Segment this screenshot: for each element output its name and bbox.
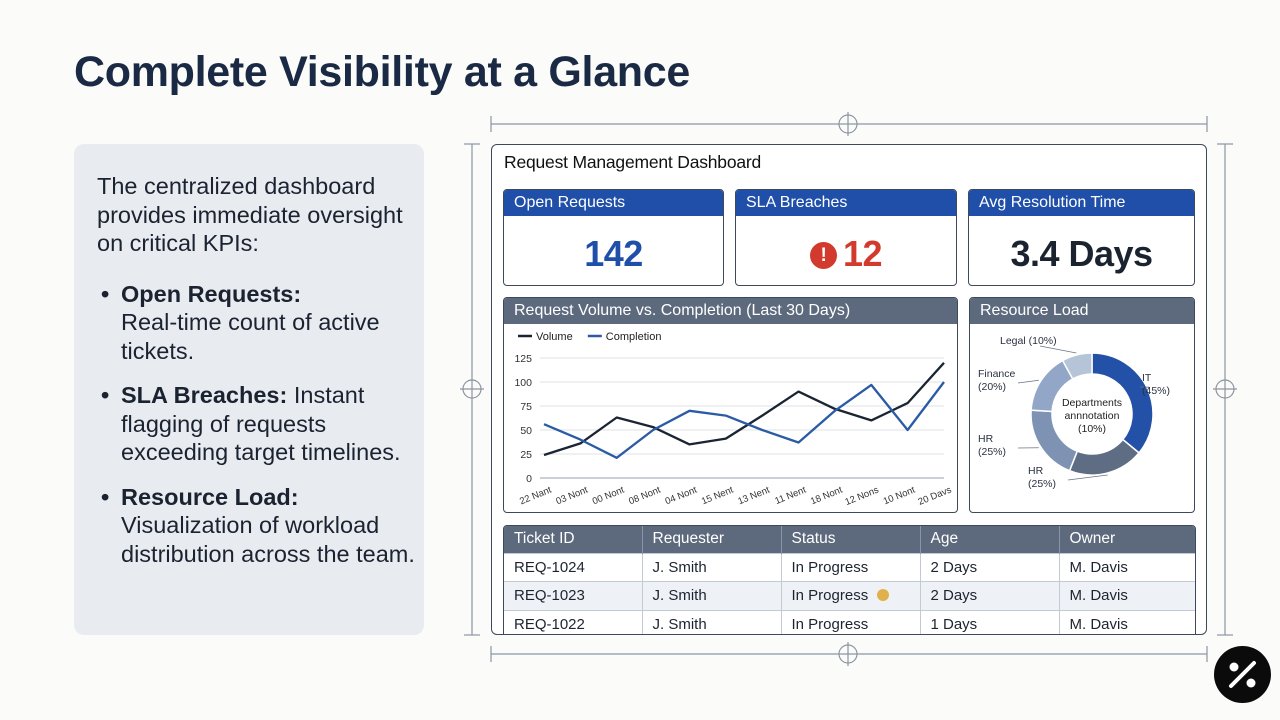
resource-load-card: Resource Load IT (45%) HR (25%) HR (25%) Finan… xyxy=(969,297,1195,513)
kpi-value-row: ! 12 xyxy=(736,233,956,275)
table-row[interactable]: REQ-1022 J. Smith In Progress 1 Days M. … xyxy=(504,609,1195,634)
x-tick-label: 22 Nant xyxy=(518,484,553,507)
x-tick-label: 20 Davs xyxy=(917,484,954,507)
x-tick-label: 00 Nont xyxy=(591,484,626,507)
bullet-term: SLA Breaches: xyxy=(121,382,288,408)
x-tick-label: 03 Nont xyxy=(555,484,590,507)
requester-cell: J. Smith xyxy=(642,552,782,582)
leader-line xyxy=(1017,379,1039,384)
kpi-value: 12 xyxy=(842,233,883,274)
requester-cell: J. Smith xyxy=(642,581,782,610)
kpi-sla-breaches[interactable]: SLA Breaches ! 12 xyxy=(735,189,957,286)
requester-cell: J. Smith xyxy=(642,609,782,634)
column-header[interactable]: Status xyxy=(781,526,921,553)
x-tick-label: 12 Nons xyxy=(843,484,880,508)
x-tick-label: 11 Nent xyxy=(773,484,808,507)
bullet-list: • Open Requests: Real-time count of active… xyxy=(97,280,424,569)
info-panel: The centralized dashboard provides immed… xyxy=(74,144,424,635)
age-cell: 1 Days xyxy=(920,609,1060,634)
owner-cell: M. Davis xyxy=(1059,609,1195,634)
kpi-value: 142 xyxy=(584,233,643,274)
kpi-label: SLA Breaches xyxy=(736,190,956,216)
pie-slice[interactable] xyxy=(1061,352,1093,380)
x-tick-label: 08 Nont xyxy=(627,484,662,507)
column-header[interactable]: Age xyxy=(920,526,1060,553)
bullet-open-requests: • Open Requests: Real-time count of active… xyxy=(101,280,380,364)
status-cell: In Progress xyxy=(781,552,921,582)
column-header[interactable]: Owner xyxy=(1059,526,1195,553)
volume-chart-card: Request Volume vs. Completion (Last 30 D… xyxy=(503,297,958,513)
alert-icon: ! xyxy=(809,242,837,269)
status-cell: In Progress xyxy=(781,609,921,634)
table-row[interactable]: REQ-1023 J. Smith In Progress 2 Days M. … xyxy=(504,581,1195,610)
column-header[interactable]: Requester xyxy=(642,526,782,553)
y-tick-label: 50 xyxy=(520,425,532,437)
slice-label: (20%) xyxy=(978,381,1006,393)
slice-label: (25%) xyxy=(978,446,1006,458)
x-tick-label: 04 Nont xyxy=(664,484,699,507)
bullet-term: Open Requests: xyxy=(121,280,302,307)
volume-chart: 0 25 50 75 100 125 22 Nant 03 Nont 00 Nont 08 Non… xyxy=(514,331,954,508)
bullet-sla-breaches: • SLA Breaches: Instant flagging of reque… xyxy=(101,382,401,465)
slice-label: HR xyxy=(1028,465,1044,477)
y-tick-label: 0 xyxy=(526,473,532,485)
x-tick-label: 10 Nont xyxy=(882,484,917,507)
legend-label: Volume xyxy=(536,331,573,343)
slice-label: (45%) xyxy=(1142,385,1170,397)
series-line-volume[interactable] xyxy=(543,362,945,457)
kpi-label: Open Requests xyxy=(504,190,723,216)
owner-cell: M. Davis xyxy=(1059,581,1195,610)
kpi-avg-resolution[interactable]: Avg Resolution Time 3.4 Days xyxy=(968,189,1195,286)
ticket-id-cell: REQ-1022 xyxy=(504,609,643,634)
table-header-row: Ticket ID Requester Status Age Owner xyxy=(504,526,1195,553)
ticket-id-cell: REQ-1024 xyxy=(504,552,643,582)
resource-load-chart: IT(45%)HR(25%)HR(25%)Finance(20%)Legal (… xyxy=(978,335,1170,490)
ticket-id-cell: REQ-1023 xyxy=(504,581,643,610)
slice-label: HR xyxy=(978,433,994,445)
kpi-value: 3.4 Days xyxy=(1010,233,1153,274)
bullet-text: Real-time count of active tickets. xyxy=(121,309,380,364)
brand-logo-icon xyxy=(1214,646,1271,703)
volume-chart-header: Request Volume vs. Completion (Last 30 D… xyxy=(504,298,957,324)
leader-line xyxy=(1039,345,1077,354)
kpi-label: Avg Resolution Time xyxy=(969,190,1194,216)
leader-line xyxy=(1067,474,1108,481)
bullet-resource-load: • Resource Load: Visualization of workload… xyxy=(101,483,415,567)
dashboard-title: Request Management Dashboard xyxy=(504,152,762,172)
bullet-text: Instant flagging of requests exceeding t… xyxy=(121,382,401,465)
column-header[interactable]: Ticket ID xyxy=(504,526,643,553)
info-intro: The centralized dashboard provides immed… xyxy=(97,173,403,256)
y-tick-label: 100 xyxy=(514,377,532,389)
status-dot-icon xyxy=(877,589,890,602)
legend-label: Completion xyxy=(606,331,662,343)
y-tick-label: 75 xyxy=(520,401,532,413)
x-tick-label: 13 Nent xyxy=(736,484,771,507)
ticket-table: Ticket ID Requester Status Age Owner REQ… xyxy=(503,525,1196,634)
kpi-open-requests[interactable]: Open Requests 142 xyxy=(503,189,724,286)
slice-label: IT xyxy=(1142,372,1152,384)
bullet-text: Visualization of workload distribution a… xyxy=(121,512,415,567)
owner-cell: M. Davis xyxy=(1059,552,1195,582)
y-tick-label: 25 xyxy=(520,449,532,461)
bullet-term: Resource Load: xyxy=(121,483,299,510)
pie-slice[interactable] xyxy=(1068,438,1141,476)
table-row[interactable]: REQ-1024 J. Smith In Progress 2 Days M. … xyxy=(504,552,1195,582)
center-label: annnotation xyxy=(1065,410,1120,422)
y-tick-label: 125 xyxy=(514,353,532,365)
status-cell: In Progress xyxy=(781,581,921,610)
age-cell: 2 Days xyxy=(920,581,1060,610)
series-line-completion[interactable] xyxy=(543,381,945,459)
slice-label: Finance xyxy=(978,368,1016,380)
dashboard-window: Request Management Dashboard Open Reques… xyxy=(491,144,1207,635)
slice-label: Legal (10%) xyxy=(1000,335,1057,347)
center-label: Departments xyxy=(1062,397,1122,409)
age-cell: 2 Days xyxy=(920,552,1060,582)
slide-title: Complete Visibility at a Glance xyxy=(74,48,691,96)
status-text: In Progress xyxy=(791,587,869,605)
x-tick-label: 15 Nent xyxy=(700,484,735,507)
x-tick-label: 18 Nont xyxy=(809,484,844,507)
slice-label: (25%) xyxy=(1028,478,1056,490)
resource-load-header: Resource Load xyxy=(970,298,1194,324)
center-label: (10%) xyxy=(1078,423,1106,435)
